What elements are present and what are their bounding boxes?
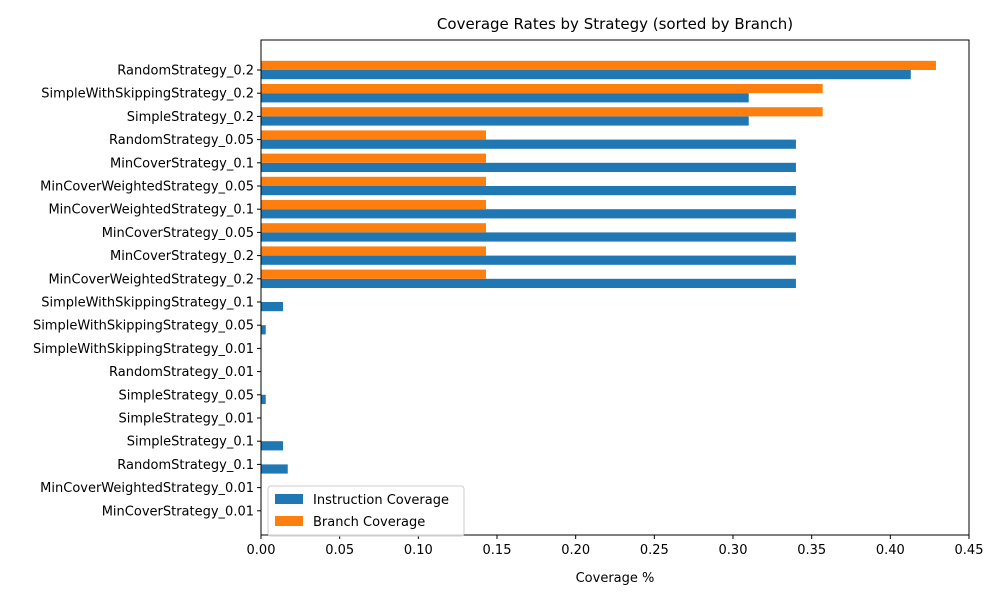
y-tick-label: SimpleStrategy_0.01 xyxy=(118,412,254,427)
legend-swatch-branch xyxy=(275,516,303,526)
y-tick-label: SimpleWithSkippingStrategy_0.01 xyxy=(33,342,254,357)
legend-box xyxy=(267,485,465,537)
legend-swatch-instruction xyxy=(275,494,303,504)
bar-instruction-10 xyxy=(261,302,284,312)
bar-branch-9 xyxy=(261,269,486,279)
bar-instruction-8 xyxy=(261,255,796,265)
x-tick-label: 0.00 xyxy=(247,543,276,558)
y-tick-label: MinCoverWeightedStrategy_0.01 xyxy=(40,481,254,496)
legend-label-branch: Branch Coverage xyxy=(313,515,425,530)
y-tick-label: RandomStrategy_0.05 xyxy=(109,133,254,148)
y-tick-label: MinCoverWeightedStrategy_0.05 xyxy=(40,180,254,195)
bar-instruction-16 xyxy=(261,441,284,451)
x-tick-label: 0.30 xyxy=(719,543,748,558)
y-tick-label: SimpleWithSkippingStrategy_0.05 xyxy=(33,319,254,334)
x-tick-label: 0.05 xyxy=(325,543,354,558)
y-tick-label: SimpleStrategy_0.05 xyxy=(118,388,254,403)
y-tick-label: MinCoverStrategy_0.01 xyxy=(102,504,254,519)
x-tick-label: 0.20 xyxy=(561,543,590,558)
y-tick-label: SimpleStrategy_0.1 xyxy=(127,435,254,450)
x-tick-label: 0.45 xyxy=(955,543,984,558)
bar-instruction-17 xyxy=(261,464,288,474)
y-tick-label: RandomStrategy_0.1 xyxy=(117,458,254,473)
y-tick-label: RandomStrategy_0.2 xyxy=(117,64,254,79)
x-axis: 0.00 0.05 0.10 0.15 0.20 0.25 0.30 0.35 0.40 0.45 xyxy=(247,535,984,558)
bar-instruction-1 xyxy=(261,93,749,103)
x-tick-label: 0.15 xyxy=(483,543,512,558)
axes-frame xyxy=(260,39,970,536)
x-axis-label: Coverage % xyxy=(576,571,655,586)
y-tick-label: MinCoverWeightedStrategy_0.2 xyxy=(48,272,254,287)
bar-branch-8 xyxy=(261,246,486,256)
x-tick-label: 0.40 xyxy=(876,543,905,558)
bar-branch-1 xyxy=(261,84,823,94)
y-tick-label: RandomStrategy_0.01 xyxy=(109,365,254,380)
y-tick-label: SimpleWithSkippingStrategy_0.1 xyxy=(41,296,254,311)
bar-instruction-11 xyxy=(261,325,266,335)
bar-instruction-5 xyxy=(261,186,796,196)
x-tick-label: 0.10 xyxy=(404,543,433,558)
bar-instruction-14 xyxy=(261,394,266,404)
bar-instruction-9 xyxy=(261,278,796,288)
bar-branch-6 xyxy=(261,200,486,210)
bar-branch-3 xyxy=(261,130,486,140)
bar-branch-5 xyxy=(261,176,486,186)
x-tick-label: 0.35 xyxy=(797,543,826,558)
x-tick-label: 0.25 xyxy=(640,543,669,558)
bar-instruction-2 xyxy=(261,116,749,126)
legend-label-instruction: Instruction Coverage xyxy=(313,493,449,508)
y-tick-label: SimpleStrategy_0.2 xyxy=(127,110,254,125)
bar-branch-4 xyxy=(261,153,486,163)
bar-instruction-3 xyxy=(261,139,796,149)
y-axis: RandomStrategy_0.2 SimpleWithSkippingStra… xyxy=(33,64,261,519)
chart-title: Coverage Rates by Strategy (sorted by Br… xyxy=(437,15,793,33)
bar-instruction-6 xyxy=(261,209,796,219)
bars-layer xyxy=(261,60,936,474)
y-tick-label: SimpleWithSkippingStrategy_0.2 xyxy=(41,87,254,102)
y-tick-label: MinCoverStrategy_0.05 xyxy=(102,226,254,241)
bar-instruction-0 xyxy=(261,70,911,80)
y-tick-label: MinCoverStrategy_0.2 xyxy=(110,249,254,264)
bar-branch-2 xyxy=(261,107,823,117)
bar-branch-0 xyxy=(261,60,936,70)
bar-instruction-7 xyxy=(261,232,796,242)
y-tick-label: MinCoverStrategy_0.1 xyxy=(110,156,254,171)
legend: Instruction Coverage Branch Coverage xyxy=(267,485,465,537)
y-tick-label: MinCoverWeightedStrategy_0.1 xyxy=(48,203,254,218)
bar-branch-7 xyxy=(261,223,486,233)
bar-instruction-4 xyxy=(261,162,796,172)
